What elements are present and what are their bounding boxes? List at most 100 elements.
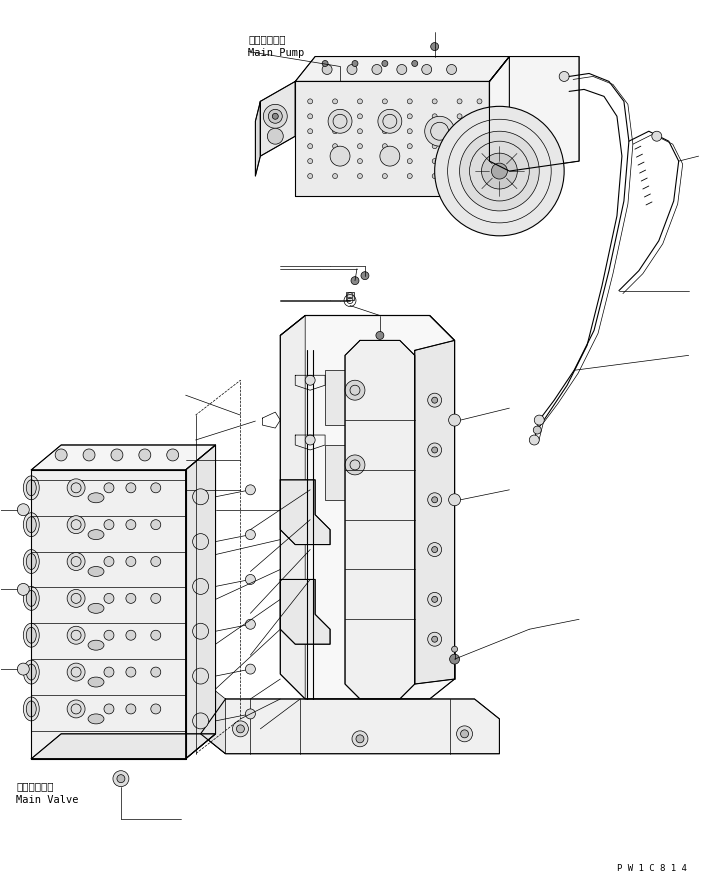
Circle shape: [246, 619, 256, 630]
Circle shape: [104, 593, 114, 603]
Circle shape: [55, 449, 67, 461]
Circle shape: [246, 575, 256, 585]
Circle shape: [18, 504, 29, 516]
Circle shape: [167, 449, 179, 461]
Circle shape: [432, 129, 437, 133]
Circle shape: [451, 646, 458, 653]
Polygon shape: [201, 679, 225, 754]
Circle shape: [428, 632, 442, 646]
Ellipse shape: [26, 664, 37, 680]
Circle shape: [534, 426, 541, 434]
Circle shape: [307, 159, 312, 163]
Text: Main Valve: Main Valve: [16, 795, 79, 804]
Circle shape: [151, 520, 161, 530]
Circle shape: [347, 64, 357, 74]
Circle shape: [383, 129, 388, 133]
Circle shape: [457, 174, 462, 178]
Bar: [346, 291, 354, 299]
Circle shape: [407, 144, 412, 148]
Circle shape: [192, 623, 208, 639]
Ellipse shape: [88, 714, 104, 724]
Circle shape: [461, 730, 468, 738]
Circle shape: [67, 700, 85, 718]
Circle shape: [18, 584, 29, 595]
Circle shape: [382, 61, 388, 66]
Circle shape: [322, 61, 328, 66]
Polygon shape: [185, 445, 216, 758]
Circle shape: [272, 113, 278, 119]
Circle shape: [67, 590, 85, 608]
Circle shape: [457, 129, 462, 133]
Circle shape: [432, 596, 437, 602]
Circle shape: [117, 774, 125, 782]
Circle shape: [428, 443, 442, 457]
Circle shape: [357, 159, 362, 163]
Circle shape: [422, 64, 432, 74]
Ellipse shape: [88, 640, 104, 650]
Circle shape: [345, 381, 365, 400]
Circle shape: [457, 99, 462, 104]
Circle shape: [267, 128, 284, 144]
Polygon shape: [296, 81, 489, 196]
Circle shape: [383, 144, 388, 148]
Circle shape: [428, 393, 442, 407]
Circle shape: [328, 109, 352, 133]
Circle shape: [83, 449, 95, 461]
Circle shape: [192, 578, 208, 594]
Circle shape: [333, 174, 338, 178]
Circle shape: [477, 99, 482, 104]
Circle shape: [307, 114, 312, 119]
Circle shape: [67, 479, 85, 497]
Circle shape: [345, 455, 365, 475]
Circle shape: [104, 630, 114, 640]
Circle shape: [446, 64, 456, 74]
Circle shape: [407, 159, 412, 163]
Circle shape: [18, 663, 29, 675]
Circle shape: [192, 533, 208, 549]
Circle shape: [263, 104, 287, 128]
Circle shape: [151, 483, 161, 493]
Circle shape: [356, 735, 364, 743]
Ellipse shape: [26, 554, 37, 570]
Ellipse shape: [23, 586, 39, 610]
Circle shape: [104, 483, 114, 493]
Circle shape: [126, 593, 136, 603]
Circle shape: [352, 731, 368, 747]
Circle shape: [432, 114, 437, 119]
Circle shape: [151, 556, 161, 567]
Polygon shape: [345, 341, 415, 699]
Circle shape: [491, 163, 508, 179]
Polygon shape: [32, 470, 185, 758]
Circle shape: [380, 147, 400, 166]
Circle shape: [126, 556, 136, 567]
Ellipse shape: [26, 591, 37, 607]
Text: メインポンプ: メインポンプ: [249, 34, 286, 45]
Polygon shape: [280, 479, 330, 545]
Circle shape: [449, 414, 461, 426]
Ellipse shape: [26, 517, 37, 532]
Text: P W 1 C 8 1 4: P W 1 C 8 1 4: [617, 864, 687, 873]
Circle shape: [104, 667, 114, 677]
Circle shape: [357, 174, 362, 178]
Ellipse shape: [88, 530, 104, 540]
Circle shape: [151, 704, 161, 714]
Circle shape: [357, 99, 362, 104]
Circle shape: [357, 114, 362, 119]
Circle shape: [67, 516, 85, 533]
Circle shape: [457, 144, 462, 148]
Circle shape: [534, 415, 544, 425]
Circle shape: [192, 713, 208, 728]
Polygon shape: [260, 81, 296, 156]
Circle shape: [307, 99, 312, 104]
Circle shape: [383, 159, 388, 163]
Circle shape: [333, 99, 338, 104]
Bar: [325, 370, 385, 425]
Circle shape: [383, 99, 388, 104]
Ellipse shape: [88, 677, 104, 687]
Circle shape: [357, 129, 362, 133]
Circle shape: [407, 114, 412, 119]
Ellipse shape: [26, 701, 37, 717]
Circle shape: [457, 114, 462, 119]
Polygon shape: [280, 315, 455, 699]
Ellipse shape: [26, 479, 37, 495]
